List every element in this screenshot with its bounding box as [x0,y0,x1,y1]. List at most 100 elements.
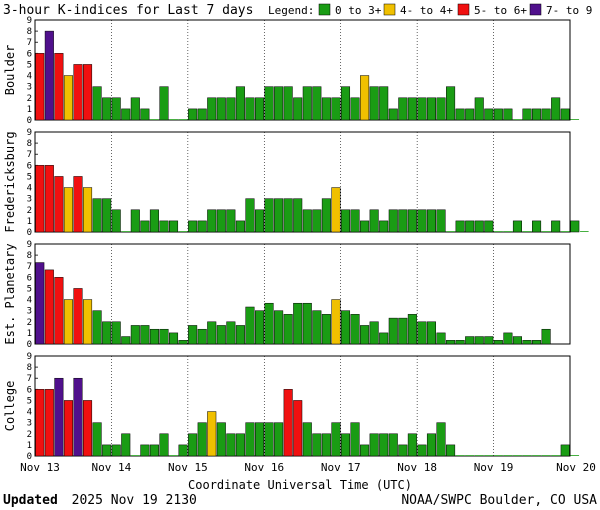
k-index-bar [570,220,580,233]
k-index-bar [226,433,236,457]
k-index-bar [379,86,389,121]
y-tick-label: 2 [27,318,32,328]
k-index-bar [493,108,503,121]
k-index-bar [417,209,427,233]
k-index-bar [350,209,360,233]
y-tick-label: 6 [27,385,32,395]
k-index-bar [283,198,293,233]
k-index-bar [512,336,522,345]
k-index-bar [541,231,551,232]
k-index-bar [570,455,580,456]
k-index-bar [44,165,54,233]
k-index-bar [188,220,198,233]
k-index-bar [426,433,437,457]
k-index-bar [207,97,217,121]
y-tick-label: 8 [27,363,32,373]
k-index-bar [465,336,475,345]
k-index-bar [446,231,455,232]
k-index-bar [503,231,513,232]
legend-item-5-to-6: 5- to 6+ [474,4,527,17]
k-index-bar [226,97,236,121]
k-index-bar [149,444,159,457]
k-index-bar [541,328,551,345]
k-index-bar [216,422,226,457]
y-tick-label: 5 [27,60,32,70]
k-index-bar [92,198,102,233]
k-index-bar [474,97,484,121]
y-tick-label: 0 [27,452,32,462]
k-index-bar [44,30,54,121]
k-index-bar [494,231,503,232]
x-tick-label: Nov 16 [244,461,284,474]
k-index-bar [369,433,379,457]
k-index-bar [455,220,465,233]
k-index-bar [436,209,446,233]
k-index-bar [474,220,484,233]
k-index-bar [302,422,312,457]
k-index-bar [321,97,331,121]
k-index-bar [293,400,303,457]
k-index-bar [245,422,255,457]
y-tick-label: 0 [27,340,32,350]
k-index-bar [197,220,207,233]
k-index-bar [293,302,303,345]
y-tick-label: 3 [27,307,32,317]
k-index-bar [140,325,150,345]
y-tick-label: 2 [27,206,32,216]
k-index-bar [340,433,351,457]
k-index-bar [465,455,474,456]
k-index-bar [484,220,494,233]
k-index-bar [340,209,351,233]
k-index-bar [426,97,437,121]
k-index-bar [197,422,207,457]
k-index-bar [83,400,93,457]
k-index-bar [226,321,236,345]
k-index-bar [532,108,542,121]
y-tick-label: 1 [27,441,32,451]
k-index-bar [140,108,150,121]
k-index-bar [235,86,245,121]
legend-label: Legend: [268,4,314,17]
k-index-bar [331,422,341,457]
y-tick-label: 3 [27,195,32,205]
k-index-bar [350,314,360,345]
y-tick-label: 6 [27,161,32,171]
k-index-bar [264,198,274,233]
k-index-bar [54,176,64,233]
k-index-bar [455,340,465,345]
k-index-bar [513,455,522,456]
k-index-bar [235,220,245,233]
k-index-bar [92,422,102,457]
y-tick-label: 1 [27,105,32,115]
k-index-bar [226,209,236,233]
k-index-bar [426,321,437,345]
k-index-bar [169,332,179,345]
y-tick-label: 9 [27,352,32,362]
k-index-bar [417,321,427,345]
k-index-bar [417,97,427,121]
k-index-bar [264,302,274,345]
k-index-bar [321,433,331,457]
k-index-bar [44,389,54,457]
k-index-bar [494,455,503,456]
k-index-bar [130,97,140,121]
y-tick-label: 2 [27,94,32,104]
legend-swatch-4-to-4 [383,3,396,16]
k-index-bar [83,64,93,121]
k-index-bar [207,321,217,345]
k-index-bar [379,433,389,457]
k-index-bar [446,86,456,121]
k-index-bar [111,444,121,457]
k-index-bar [522,231,532,232]
y-tick-label: 7 [27,374,32,384]
k-index-bar [169,119,178,120]
k-index-bar [532,455,541,456]
k-index-bar [398,444,408,457]
k-index-bar [398,97,408,121]
k-index-bar [283,314,293,345]
k-index-bar [522,340,532,345]
k-index-bar [532,220,542,233]
k-index-bar [541,455,551,456]
k-index-bar [207,209,217,233]
